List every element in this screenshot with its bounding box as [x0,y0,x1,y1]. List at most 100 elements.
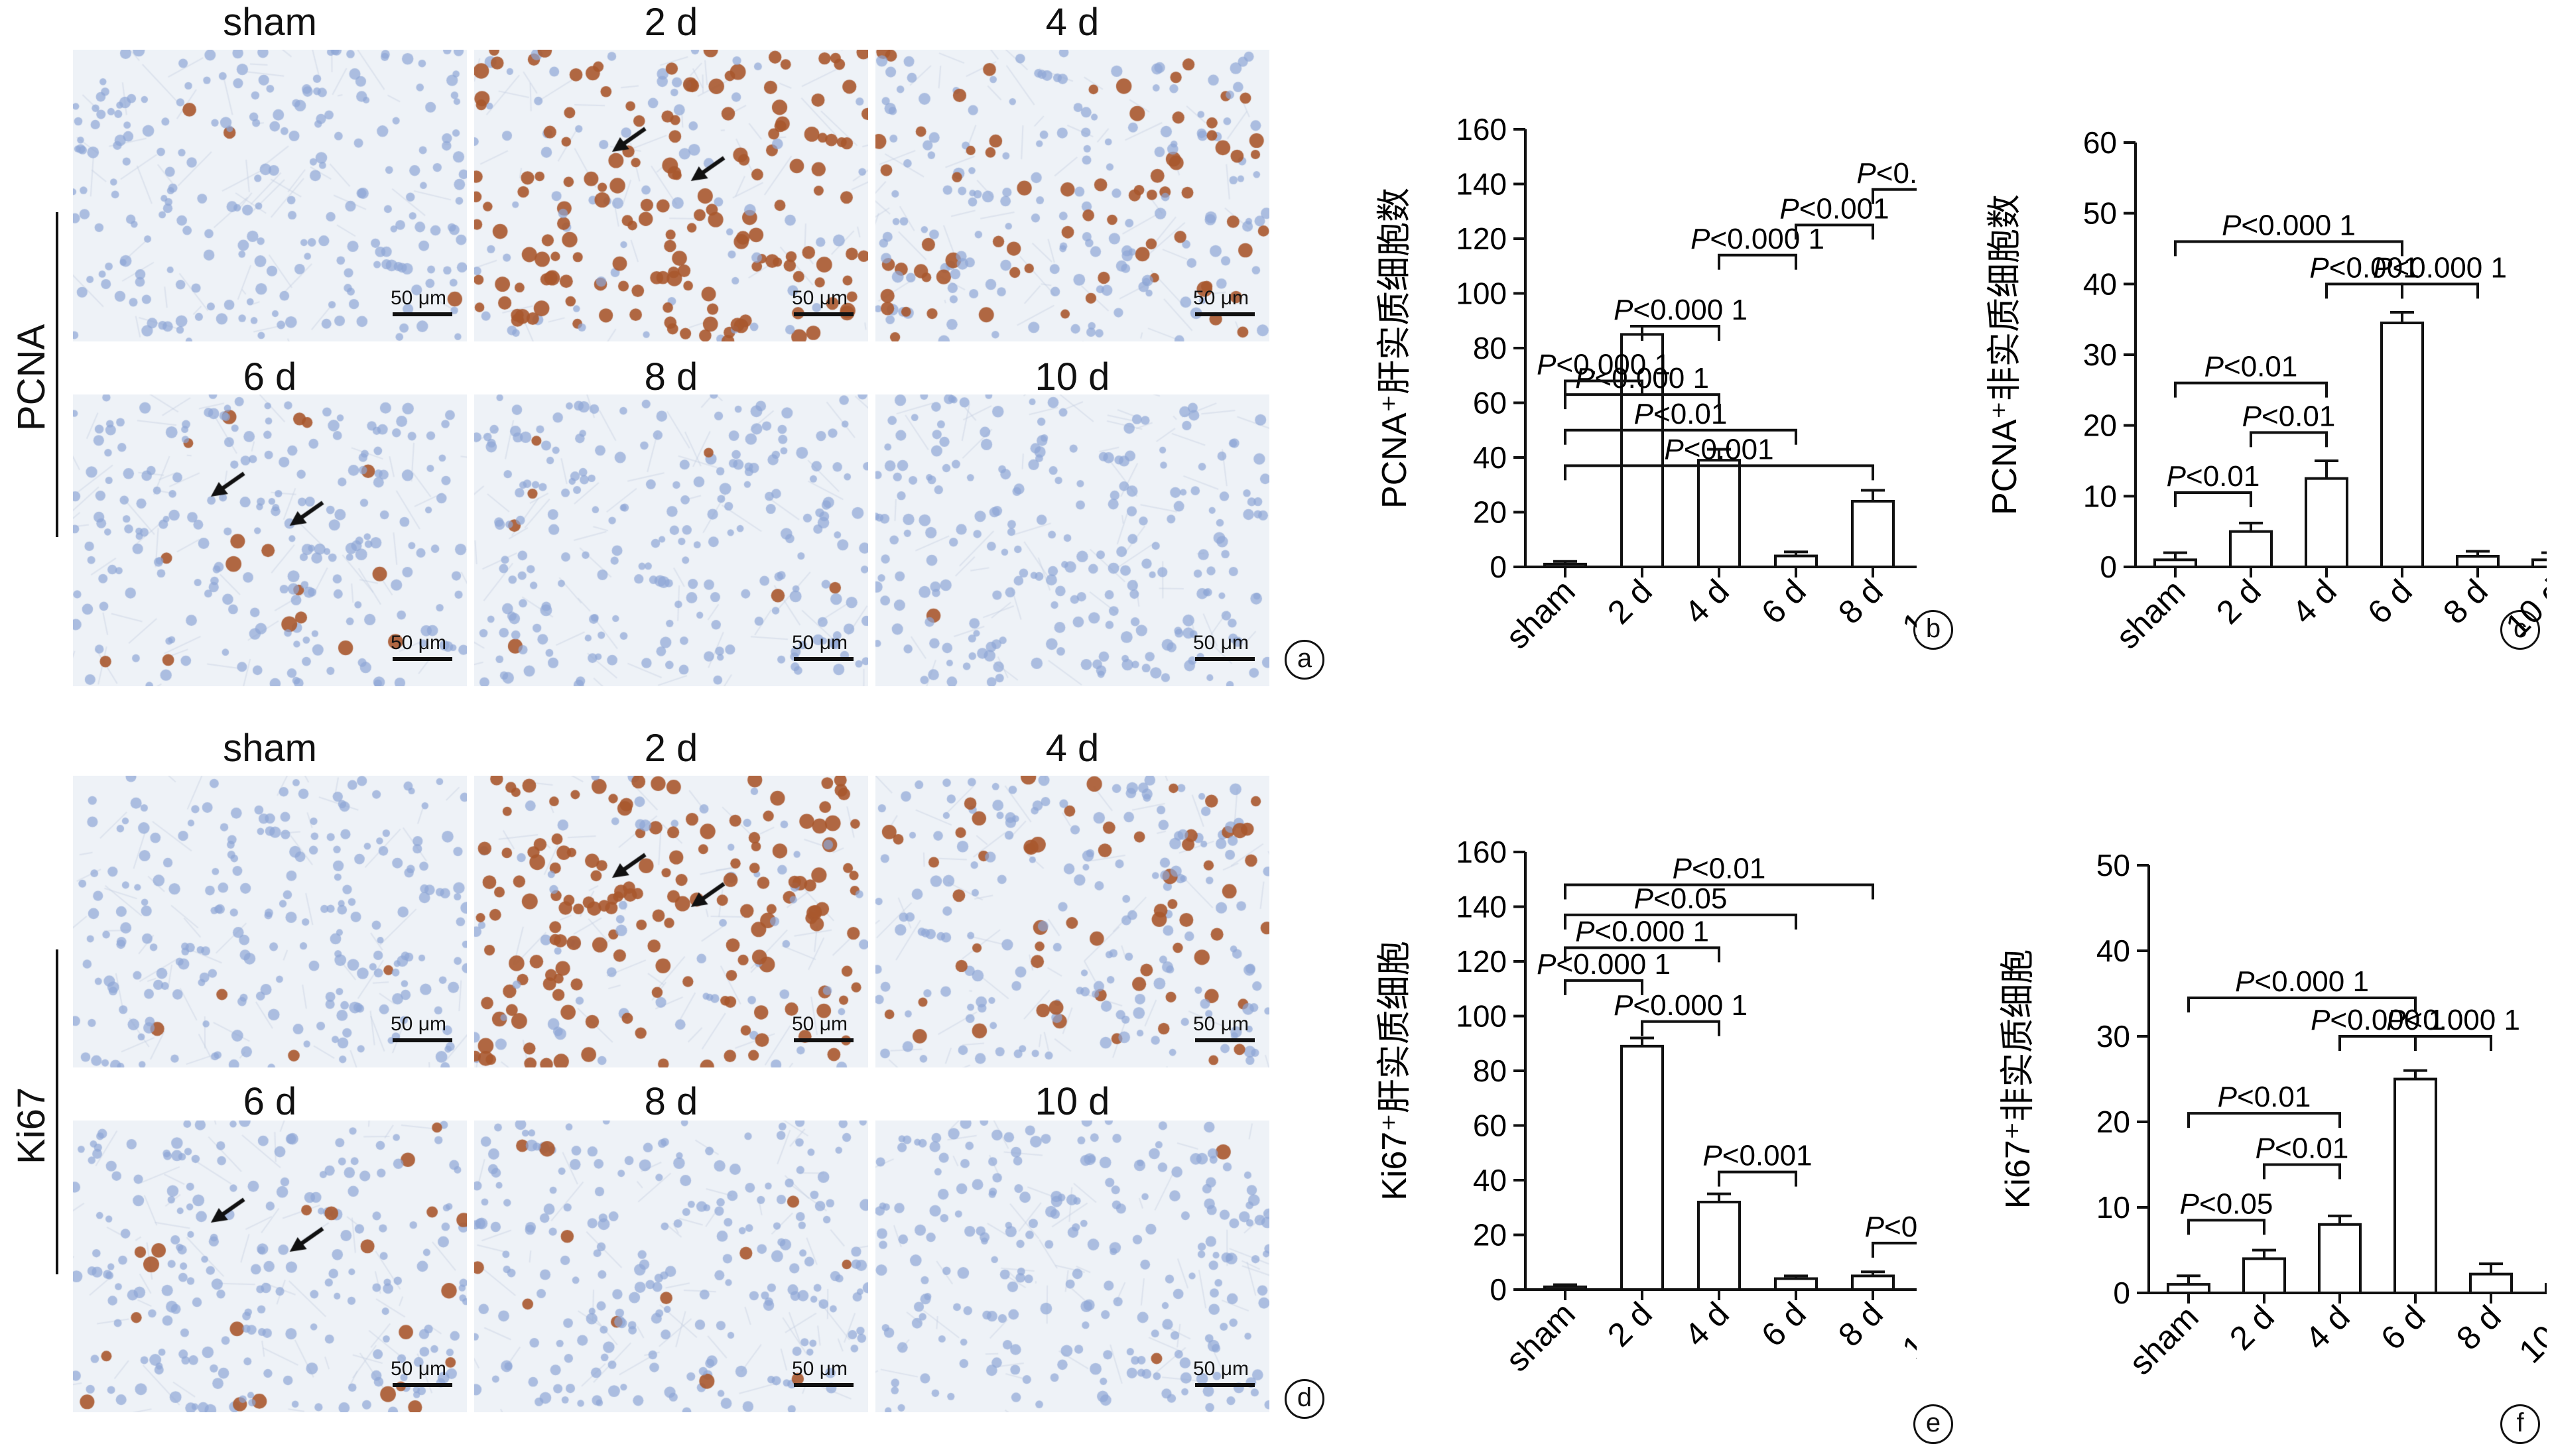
panel-letter-c: c [2500,610,2540,650]
significance-bracket [1564,379,1643,396]
bar-chart-pcna-parenchymal: 0 20 40 60 80 100 120 140 160 PCNA⁺肝实质细胞数 sham 2 d 4… [1375,112,1917,656]
bar [2242,1257,2286,1295]
scale-bar-label: 50 μm [1193,1358,1249,1380]
bar-chart-pcna-nonparenchymal: 0 10 20 30 40 50 60 PCNA⁺非实质细胞数 sham 2 d 4 d 6 d 8 d… [1986,125,2547,656]
micrograph-ki67-10d [875,1121,1269,1412]
micrograph-ki67-sham [73,776,467,1067]
y-tick-label: 40 [2083,267,2117,301]
significance-bracket [1564,979,1643,995]
significance-label: P<0.000 1 [1614,989,1748,1022]
significance-label: P<0.001 [2309,251,2419,284]
significance-bracket [1795,223,1874,240]
significance-bracket [1564,464,1874,481]
scale-bar [1195,1383,1255,1387]
bar [1543,562,1587,568]
bar-chart-ki67-nonparenchymal: 0 10 20 30 40 50 Ki67⁺非实质细胞 sham 2 d 4 d 6 d 8 d 10 … [1999,848,2547,1382]
row-label-ki67: Ki67 [10,1087,53,1164]
scale-bar [794,657,854,661]
y-tick-label: 50 [2096,848,2130,882]
significance-bracket [2401,282,2479,299]
significance-bracket [2338,1035,2417,1051]
scale-bar [393,1038,452,1042]
bar [1620,333,1664,568]
y-axis-label: PCNA⁺肝实质细胞数 [1375,188,1414,509]
micrograph-title: 6 d [243,1080,297,1123]
bar [2456,555,2500,568]
micrograph-title: 10 d [1035,1080,1110,1123]
significance-bracket [1641,325,1720,341]
micrograph-title: 8 d [644,1080,698,1123]
bar [1697,1201,1741,1291]
micrograph-pcna-8d [474,394,868,686]
bar [2305,477,2348,569]
significance-bracket [1872,188,1917,204]
x-tick-label: 4 d [1677,572,1736,631]
x-tick-label: 4 d [2298,1298,2357,1357]
y-tick-label: 0 [1490,1272,1507,1307]
significance-label: P<0.01 [2218,1081,2311,1113]
significance-label: P<0.001 [1702,1140,1812,1172]
x-tick-label: sham [2122,1298,2206,1382]
micrograph-title: 4 d [1045,727,1100,770]
y-tick-label: 0 [2100,550,2117,584]
scale-bar-label: 50 μm [1193,632,1249,654]
y-tick-label: 0 [2113,1276,2130,1310]
bar [1620,1044,1664,1291]
micrograph-title: 10 d [1035,355,1110,398]
significance-label: P<0.000 1 [2386,1004,2520,1036]
panel-letter-e: e [1913,1404,1953,1444]
significance-bracket [2187,996,2417,1012]
y-tick-label: 30 [2096,1019,2130,1054]
x-tick-label: sham [1499,1295,1582,1378]
x-tick-label: 2 d [1600,572,1659,631]
bar [2393,1077,2437,1294]
x-tick-label: 2 d [2222,1298,2281,1357]
significance-bracket [2414,1035,2492,1051]
panel-letter-b: b [1913,610,1953,650]
significance-bracket [2174,491,2252,507]
y-tick-label: 60 [1473,1109,1507,1143]
micrograph-title: 2 d [644,727,698,770]
significance-label: P<0.000 1 [2222,209,2356,241]
significance-bracket [1718,1170,1797,1187]
y-tick-label: 60 [1473,386,1507,420]
micrograph-title: 4 d [1045,1,1100,44]
x-tick-label: 6 d [1754,572,1813,631]
bar [2531,558,2547,568]
bar [2229,530,2273,569]
significance-label: P<0.000 1 [2373,251,2507,284]
significance-bracket [2187,1219,2265,1235]
bar [2318,1223,2362,1294]
significance-bracket [1718,253,1797,270]
significance-label: P<0.01 [1673,853,1766,885]
micrograph-ki67-2d [474,776,868,1067]
significance-bracket [1872,1241,1917,1258]
y-tick-label: 100 [1456,276,1507,311]
y-tick-label: 40 [1473,1163,1507,1197]
y-tick-label: 140 [1456,167,1507,202]
x-tick-label: 10 d [2512,1298,2547,1370]
micrograph-pcna-4d [875,50,1269,341]
scale-bar [1195,657,1255,661]
significance-bracket [2325,282,2403,299]
micrograph-title: sham [223,1,317,44]
significance-label: P<0.01 [1865,1211,1917,1243]
significance-label: P<0.05 [2180,1187,2273,1220]
x-tick-label: 4 d [1677,1295,1736,1354]
significance-label: P<0.000 1 [2235,965,2369,998]
scale-bar [1195,1038,1255,1042]
significance-bracket [2174,240,2403,257]
y-tick-label: 40 [1473,440,1507,475]
significance-label: P<0.000 1 [1537,349,1671,381]
x-tick-label: 8 d [1831,572,1890,631]
significance-label: P<0.001 [1664,433,1773,465]
scale-bar-label: 50 μm [792,1013,848,1035]
scale-bar-label: 50 μm [391,632,446,654]
significance-label: P<0.000 1 [1614,294,1748,326]
scale-bar-label: 50 μm [1193,287,1249,309]
x-tick-label: 6 d [2360,572,2419,631]
significance-label: P<0.05 [1634,882,1728,915]
scale-bar-label: 50 μm [792,287,848,309]
micrograph-ki67-4d [875,776,1269,1067]
significance-bracket [1564,913,1797,930]
